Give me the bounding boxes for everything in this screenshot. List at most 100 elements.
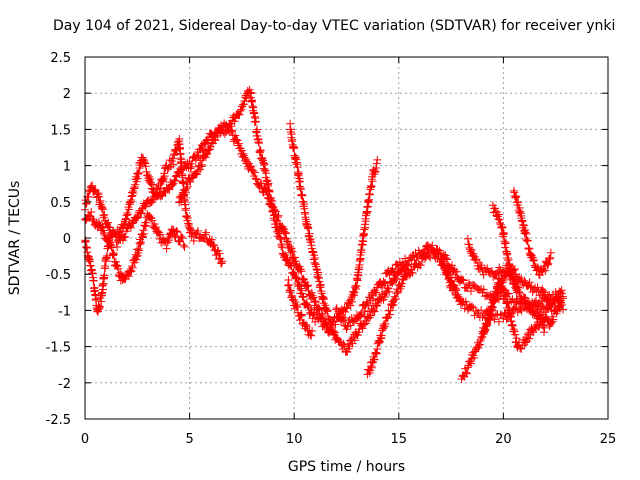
data-point — [381, 278, 390, 287]
data-point — [182, 184, 191, 193]
data-point — [260, 183, 269, 192]
data-point — [454, 292, 463, 301]
data-point — [372, 159, 381, 168]
data-point — [538, 318, 547, 327]
data-point — [178, 234, 187, 243]
data-point — [281, 229, 290, 238]
data-point — [299, 292, 308, 301]
data-point — [180, 242, 189, 251]
data-point — [379, 277, 388, 286]
data-point — [126, 267, 135, 276]
data-point — [543, 260, 552, 269]
data-point — [170, 176, 179, 185]
data-point — [287, 244, 296, 253]
data-point — [318, 311, 327, 320]
data-point — [359, 237, 368, 246]
data-point — [442, 266, 451, 275]
data-point — [207, 235, 216, 244]
chart-title: Day 104 of 2021, Sidereal Day-to-day VTE… — [53, 18, 616, 34]
series-sat-o — [509, 186, 555, 280]
data-point — [462, 369, 471, 378]
y-tick-label: 0 — [63, 232, 71, 247]
data-point — [390, 296, 399, 305]
data-point — [84, 193, 93, 202]
data-point — [367, 363, 376, 372]
data-point — [87, 182, 96, 191]
data-point — [307, 331, 316, 340]
data-point — [87, 207, 96, 216]
data-point — [432, 249, 441, 258]
data-point — [331, 320, 340, 329]
x-tick-label: 20 — [495, 432, 512, 447]
data-point — [405, 256, 414, 265]
x-axis-label: GPS time / hours — [288, 459, 405, 475]
data-point — [501, 238, 510, 247]
data-point — [463, 234, 472, 243]
data-point — [151, 223, 160, 232]
data-point — [535, 291, 544, 300]
data-point — [348, 297, 357, 306]
data-point — [320, 319, 329, 328]
data-point — [465, 302, 474, 311]
data-point — [558, 292, 567, 301]
data-point — [449, 267, 458, 276]
data-point — [321, 305, 330, 314]
data-point — [389, 300, 398, 309]
data-point — [406, 269, 415, 278]
data-point — [356, 310, 365, 319]
data-point — [176, 232, 185, 241]
data-point — [299, 293, 308, 302]
data-point — [180, 190, 189, 199]
data-point — [512, 334, 521, 343]
data-point — [373, 301, 382, 310]
data-point — [138, 153, 147, 162]
y-tick-label: -0.5 — [46, 268, 71, 283]
data-point — [86, 183, 95, 192]
data-point — [178, 169, 187, 178]
data-point — [364, 301, 373, 310]
data-point — [186, 164, 195, 173]
data-point — [183, 182, 192, 191]
data-point — [209, 135, 218, 144]
data-point — [544, 259, 553, 268]
data-point — [252, 175, 261, 184]
data-point — [97, 297, 106, 306]
data-point — [385, 287, 394, 296]
data-point — [372, 288, 381, 297]
data-point — [100, 271, 109, 280]
data-point — [525, 302, 534, 311]
data-point — [483, 264, 492, 273]
data-point — [371, 167, 380, 176]
data-point — [401, 254, 410, 263]
data-point — [475, 341, 484, 350]
data-point — [169, 160, 178, 169]
data-point — [539, 328, 548, 337]
data-point — [549, 315, 558, 324]
data-point — [168, 181, 177, 190]
data-point — [123, 210, 132, 219]
data-point — [164, 163, 173, 172]
data-point — [367, 182, 376, 191]
data-point — [304, 286, 313, 295]
data-point — [153, 185, 162, 194]
data-point — [372, 302, 381, 311]
data-point — [358, 324, 367, 333]
data-point — [527, 303, 536, 312]
data-point — [365, 313, 374, 322]
data-point — [373, 155, 382, 164]
data-point — [498, 223, 507, 232]
data-point — [173, 227, 182, 236]
data-point — [296, 284, 305, 293]
data-point — [270, 205, 279, 214]
data-point — [416, 261, 425, 270]
data-point — [332, 304, 341, 313]
data-point — [525, 334, 534, 343]
data-point — [366, 311, 375, 320]
data-point — [286, 286, 295, 295]
data-point — [503, 298, 512, 307]
data-point — [480, 325, 489, 334]
data-point — [496, 218, 505, 227]
data-point — [279, 252, 288, 261]
data-point — [297, 286, 306, 295]
data-point — [404, 260, 413, 269]
